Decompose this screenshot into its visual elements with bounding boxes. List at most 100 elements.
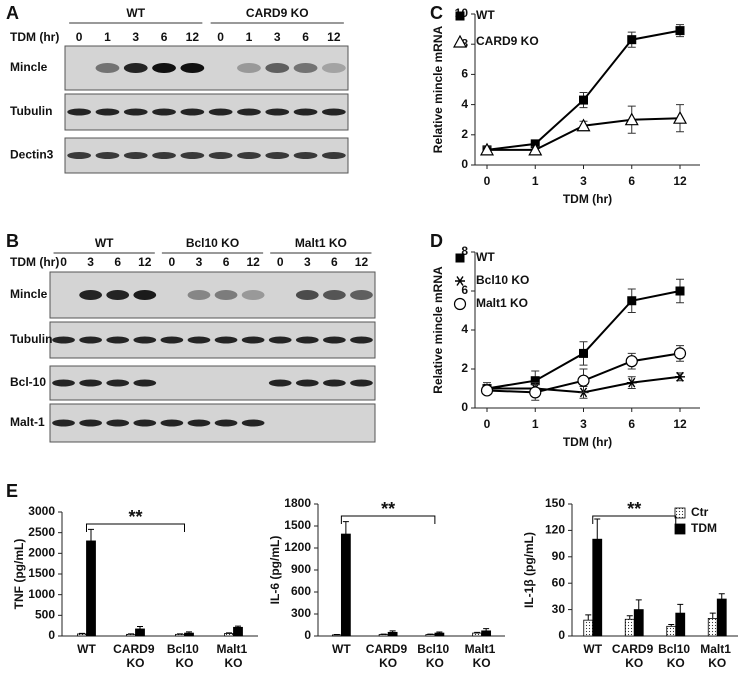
lane-label: 12 [327, 30, 341, 44]
band [208, 152, 233, 159]
x-tick-label: 6 [628, 417, 635, 431]
bar [340, 533, 351, 637]
significance-bracket [86, 523, 185, 532]
marker [529, 386, 542, 399]
band [123, 63, 148, 73]
significance-bracket [340, 515, 436, 524]
legend-label: WT [476, 250, 495, 264]
legend-marker [453, 297, 467, 311]
lane-label: 1 [246, 30, 253, 44]
band [152, 108, 176, 116]
x-tick-label: 6 [628, 174, 635, 188]
band [123, 152, 148, 159]
error-bar [186, 631, 192, 634]
band [160, 336, 184, 344]
band [106, 419, 130, 427]
lane-label: 12 [355, 255, 369, 269]
legend-swatch [674, 507, 686, 519]
band [152, 63, 176, 73]
y-axis-label: Relative mincle mRNA [431, 25, 445, 153]
marker [627, 35, 637, 45]
y-tick-label: 900 [291, 562, 311, 576]
blot-strip [49, 271, 376, 319]
lane-label: 1 [104, 30, 111, 44]
lane-label: 6 [161, 30, 168, 44]
y-tick-label: 300 [291, 606, 311, 620]
band [323, 290, 346, 300]
band [323, 336, 346, 344]
y-tick-label: 60 [552, 575, 566, 589]
group-label: WT [126, 6, 145, 20]
x-tick-label: 1 [532, 417, 539, 431]
error-bar [88, 528, 94, 541]
band [350, 336, 373, 344]
y-tick-label: 4 [461, 97, 468, 111]
x-tick-label: Malt1 KO [216, 642, 250, 670]
marker [627, 296, 637, 306]
x-tick-label: WT [332, 642, 351, 656]
lane-label: 3 [274, 30, 281, 44]
panel-letter: D [430, 231, 443, 251]
lane-label: 6 [331, 255, 338, 269]
y-tick-label: 1200 [284, 540, 311, 554]
x-tick-label: WT [583, 642, 602, 656]
x-tick-label: CARD9 KO [612, 642, 657, 670]
lane-label: 6 [223, 255, 230, 269]
x-tick-label: 3 [580, 417, 587, 431]
bar [675, 612, 686, 637]
lane-label: 3 [87, 255, 94, 269]
band [52, 419, 75, 427]
error-bar [137, 625, 143, 629]
legend-marker [455, 11, 465, 21]
band [293, 63, 318, 73]
error-bar [483, 628, 490, 631]
bar [331, 634, 342, 637]
legend-label: WT [476, 8, 495, 22]
y-tick-label: 0 [461, 400, 468, 414]
legend-marker [455, 253, 465, 263]
marker [675, 371, 685, 382]
y-axis-label: Relative mincle mRNA [431, 266, 445, 394]
y-tick-label: 600 [291, 584, 311, 598]
lane-label: 0 [169, 255, 176, 269]
y-tick-label: 120 [545, 523, 565, 537]
error-bar [226, 632, 232, 634]
band [241, 336, 265, 344]
legend-marker [452, 34, 468, 48]
legend-marker [455, 276, 465, 286]
bar [77, 633, 87, 637]
error-bar [635, 599, 642, 610]
marker [672, 110, 688, 124]
x-tick-label: Bcl10 KO [167, 642, 202, 670]
y-tick-label: 1500 [28, 566, 55, 580]
time-label: TDM (hr) [10, 255, 59, 269]
band [133, 336, 157, 344]
marker [528, 142, 543, 156]
row-label: Tubulin [10, 104, 52, 118]
legend-label: CARD9 KO [476, 34, 539, 48]
x-tick-label: Malt1 KO [465, 642, 499, 670]
row-label: Malt-1 [10, 415, 45, 429]
band [152, 152, 176, 159]
bar [387, 631, 398, 637]
error-bar [389, 630, 396, 633]
bar [707, 618, 718, 637]
y-tick-label: 2000 [28, 546, 55, 560]
error-bar [474, 631, 481, 634]
band [321, 108, 346, 116]
marker [673, 347, 687, 360]
y-tick-label: 6 [461, 283, 468, 297]
significance-label: ** [381, 499, 395, 519]
error-bar [585, 614, 592, 621]
band [321, 63, 346, 73]
band [67, 152, 92, 159]
band [79, 419, 102, 427]
marker [479, 142, 495, 156]
band [67, 108, 92, 116]
band [133, 290, 157, 300]
y-tick-label: 1000 [28, 587, 55, 601]
y-tick-label: 30 [552, 602, 566, 616]
band [295, 336, 319, 344]
error-bar [668, 624, 675, 627]
band [237, 152, 261, 159]
